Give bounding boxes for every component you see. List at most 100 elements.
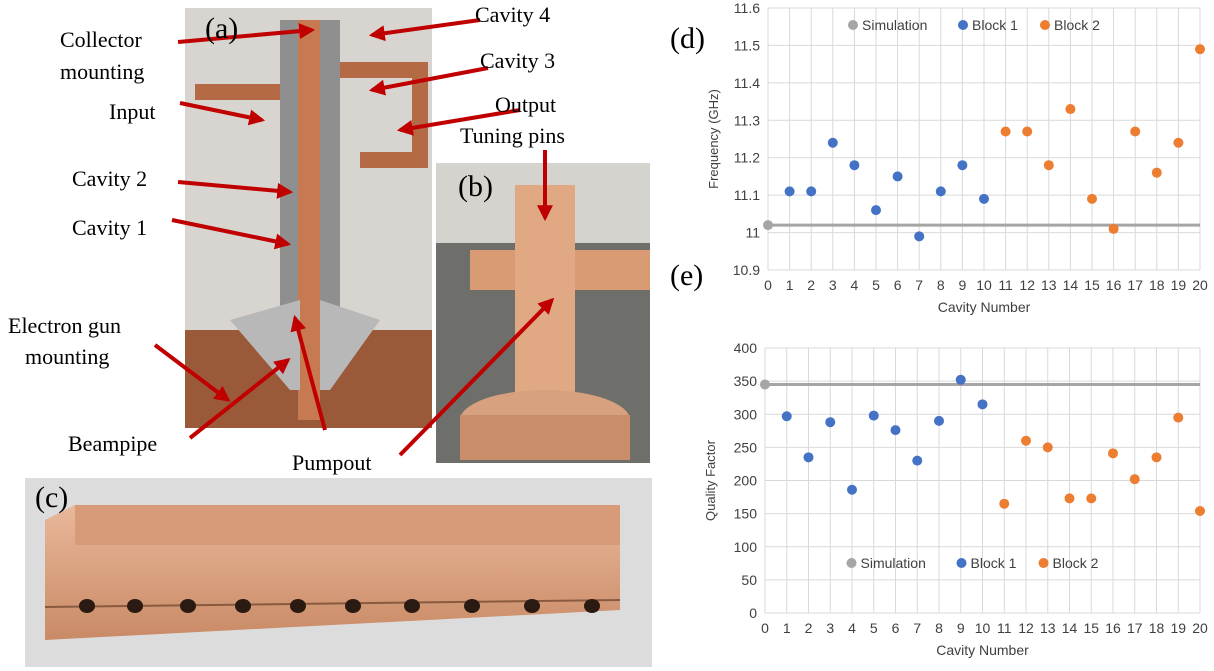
x-tick-label: 8 <box>935 620 943 636</box>
point <box>847 485 857 495</box>
y-tick-label: 150 <box>734 506 758 522</box>
point <box>914 231 924 241</box>
label: Pumpout <box>292 450 371 475</box>
x-tick-label: 3 <box>829 277 837 293</box>
point <box>891 425 901 435</box>
y-tick-label: 200 <box>734 473 758 489</box>
x-tick-label: 1 <box>783 620 791 636</box>
label: Tuning pins <box>460 123 565 148</box>
point <box>760 379 770 389</box>
y-tick-label: 11.2 <box>734 150 760 166</box>
x-tick-label: 15 <box>1084 277 1100 293</box>
x-tick-label: 12 <box>1018 620 1034 636</box>
x-axis-label: Cavity Number <box>938 299 1031 315</box>
point <box>1173 138 1183 148</box>
legend-label: Simulation <box>861 555 926 571</box>
point <box>1044 160 1054 170</box>
x-tick-label: 11 <box>997 620 1012 636</box>
x-tick-label: 18 <box>1149 620 1165 636</box>
label: Electron gun <box>8 313 121 338</box>
x-tick-label: 6 <box>894 277 902 293</box>
legend-marker <box>958 20 968 30</box>
panel-label: (e) <box>670 259 703 292</box>
label: Output <box>495 92 556 117</box>
x-tick-label: 9 <box>957 620 965 636</box>
x-tick-label: 19 <box>1171 277 1187 293</box>
x-tick-label: 0 <box>764 277 772 293</box>
panel-label: (c) <box>35 481 68 514</box>
label: Cavity 4 <box>475 2 550 27</box>
figure: (a) (b) (c) (d) (e) Collector mounting C… <box>0 0 1214 671</box>
legend-marker <box>1040 20 1050 30</box>
y-tick-label: 11 <box>745 225 760 241</box>
y-tick-label: 50 <box>741 572 757 588</box>
x-tick-label: 5 <box>872 277 880 293</box>
point <box>934 416 944 426</box>
point <box>1043 442 1053 452</box>
x-tick-label: 4 <box>848 620 856 636</box>
y-tick-label: 10.9 <box>733 262 760 278</box>
x-tick-label: 9 <box>959 277 967 293</box>
x-tick-label: 6 <box>892 620 900 636</box>
x-tick-label: 16 <box>1105 620 1121 636</box>
legend-marker <box>848 20 858 30</box>
point <box>763 220 773 230</box>
point <box>1065 104 1075 114</box>
legend-label: Block 1 <box>972 17 1018 33</box>
x-tick-label: 4 <box>851 277 859 293</box>
x-tick-label: 20 <box>1192 277 1208 293</box>
point <box>871 205 881 215</box>
y-axis-label: Frequency (GHz) <box>706 89 721 189</box>
label: mounting <box>25 344 109 369</box>
x-tick-label: 12 <box>1019 277 1035 293</box>
point <box>782 411 792 421</box>
point <box>849 160 859 170</box>
y-tick-label: 250 <box>734 439 758 455</box>
label: Cavity 2 <box>72 166 147 191</box>
legend-marker <box>847 558 857 568</box>
point <box>1109 224 1119 234</box>
x-tick-label: 5 <box>870 620 878 636</box>
y-tick-label: 400 <box>734 340 758 356</box>
label: Cavity 3 <box>480 48 555 73</box>
x-tick-label: 13 <box>1041 277 1057 293</box>
label: Collector <box>60 27 143 52</box>
label: Cavity 1 <box>72 215 147 240</box>
point <box>979 194 989 204</box>
point <box>804 452 814 462</box>
point <box>978 399 988 409</box>
panel-label: (d) <box>670 22 705 55</box>
point <box>825 417 835 427</box>
x-tick-label: 3 <box>826 620 834 636</box>
legend-marker <box>957 558 967 568</box>
legend-label: Block 2 <box>1054 17 1100 33</box>
point <box>1152 452 1162 462</box>
y-tick-label: 11.5 <box>734 37 760 53</box>
label: Input <box>109 99 155 124</box>
x-tick-label: 14 <box>1063 277 1079 293</box>
x-tick-label: 17 <box>1127 620 1143 636</box>
point <box>1173 413 1183 423</box>
x-tick-label: 1 <box>786 277 794 293</box>
label: mounting <box>60 59 144 84</box>
point <box>828 138 838 148</box>
point <box>1130 474 1140 484</box>
point <box>1087 194 1097 204</box>
x-tick-label: 7 <box>913 620 921 636</box>
y-tick-label: 11.1 <box>734 187 760 203</box>
x-tick-label: 17 <box>1127 277 1143 293</box>
point <box>1195 44 1205 54</box>
point <box>936 186 946 196</box>
x-tick-label: 18 <box>1149 277 1165 293</box>
point <box>1195 506 1205 516</box>
legend-label: Block 1 <box>971 555 1017 571</box>
point <box>1086 493 1096 503</box>
y-tick-label: 11.3 <box>734 112 760 128</box>
label: Beampipe <box>68 431 157 456</box>
point <box>957 160 967 170</box>
x-tick-label: 10 <box>975 620 991 636</box>
point <box>1021 436 1031 446</box>
y-tick-label: 11.6 <box>734 0 760 16</box>
point <box>785 186 795 196</box>
x-tick-label: 16 <box>1106 277 1122 293</box>
